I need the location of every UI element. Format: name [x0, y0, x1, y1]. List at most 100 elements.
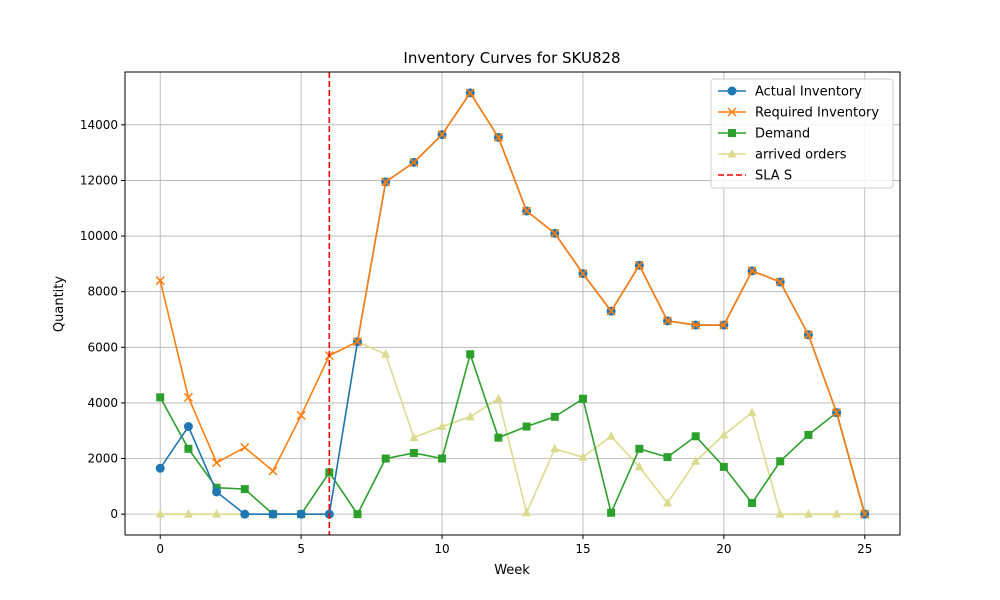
y-tick-label: 0 [110, 507, 118, 521]
data-point-arrived-orders [803, 509, 813, 518]
y-tick-label: 4000 [87, 396, 118, 410]
data-point-required-inventory [747, 266, 757, 276]
data-point-demand [353, 510, 362, 519]
data-point-demand [776, 457, 785, 466]
y-axis-label: Quantity [52, 276, 67, 332]
data-point-actual-inventory [183, 422, 193, 432]
data-point-arrived-orders [522, 507, 532, 517]
data-point-required-inventory [691, 320, 701, 330]
data-point-actual-inventory [155, 463, 165, 473]
y-tick-label: 6000 [87, 340, 118, 354]
data-point-demand [804, 430, 813, 439]
data-point-required-inventory [183, 392, 193, 402]
data-point-arrived-orders [775, 509, 785, 518]
legend-label: arrived orders [755, 148, 847, 163]
legend-box [710, 78, 894, 189]
legend-label: Required Inventory [755, 106, 879, 121]
legend-marker [728, 129, 736, 137]
data-point-demand [381, 454, 390, 463]
data-point-required-inventory [775, 277, 785, 287]
data-point-arrived-orders [747, 407, 757, 417]
data-point-required-inventory [268, 466, 278, 476]
data-point-required-inventory [437, 130, 447, 140]
series-line-arrived-orders [160, 340, 865, 516]
data-point-arrived-orders [832, 509, 842, 518]
data-point-required-inventory [662, 316, 673, 326]
y-tick-label: 8000 [87, 285, 118, 299]
data-point-actual-inventory [296, 509, 306, 519]
data-point-demand [494, 433, 503, 442]
series-demand [156, 350, 869, 519]
data-point-arrived-orders [719, 429, 729, 439]
data-point-arrived-orders [691, 456, 701, 465]
data-point-demand [578, 394, 587, 403]
data-point-demand [409, 448, 418, 457]
data-point-demand [663, 453, 672, 462]
data-point-required-inventory [719, 320, 729, 330]
y-tick-label: 12000 [80, 173, 118, 187]
data-point-actual-inventory [240, 509, 250, 519]
chart-title: Inventory Curves for SKU828 [403, 49, 620, 67]
data-point-arrived-orders [550, 443, 560, 453]
data-point-required-inventory [212, 458, 222, 468]
data-point-demand [550, 412, 559, 421]
data-point-arrived-orders [578, 452, 588, 461]
legend-entry-actual-inventory: Actual Inventory [718, 85, 862, 100]
series-required-inventory [155, 88, 870, 519]
data-point-required-inventory [606, 306, 616, 316]
data-point-arrived-orders [493, 393, 503, 403]
tick-marks: 0 5 10 15 20 25 0 2000 4000 6000 8000 10000 12000 140… [80, 118, 873, 556]
data-point-demand [748, 499, 757, 508]
y-tick-label: 10000 [80, 229, 118, 243]
data-point-required-inventory [578, 269, 588, 279]
data-point-arrived-orders [212, 509, 222, 518]
legend-label: Demand [755, 127, 810, 142]
data-point-arrived-orders [634, 461, 644, 471]
legend-marker [727, 86, 737, 96]
x-tick-label: 20 [716, 542, 731, 556]
data-point-demand [438, 454, 447, 463]
data-point-required-inventory [803, 330, 813, 340]
legend-label: SLA S [755, 169, 792, 184]
data-point-arrived-orders [663, 498, 672, 507]
legend-entry-sla-s: SLA S [718, 169, 792, 184]
x-tick-label: 5 [297, 542, 305, 556]
legend-entry-demand: Demand [718, 127, 810, 142]
x-axis-label: Week [494, 563, 530, 578]
data-point-required-inventory [493, 132, 503, 142]
data-point-required-inventory [409, 157, 419, 167]
data-point-demand [719, 462, 728, 471]
x-tick-label: 25 [857, 542, 872, 556]
legend-entry-required-inventory: Required Inventory [718, 106, 879, 121]
data-point-actual-inventory [212, 487, 222, 497]
data-point-required-inventory [860, 509, 870, 519]
data-point-demand [607, 508, 616, 517]
data-point-arrived-orders [155, 509, 165, 518]
data-point-required-inventory [240, 442, 250, 452]
data-point-required-inventory [465, 88, 475, 98]
data-point-demand [635, 444, 644, 453]
x-tick-label: 0 [156, 542, 164, 556]
data-point-required-inventory [381, 177, 391, 187]
data-point-required-inventory [550, 228, 560, 238]
legend-marker [727, 107, 737, 117]
data-point-required-inventory [634, 260, 644, 270]
data-point-required-inventory [296, 410, 306, 420]
data-point-required-inventory [155, 276, 165, 286]
data-point-arrived-orders [183, 509, 193, 518]
data-point-required-inventory [522, 206, 532, 216]
data-point-arrived-orders [437, 421, 447, 431]
legend-entry-arrived-orders: arrived orders [718, 148, 847, 163]
y-tick-label: 2000 [87, 452, 118, 466]
plot-area [155, 72, 870, 535]
legend-label: Actual Inventory [755, 85, 862, 100]
y-tick-label: 14000 [80, 118, 118, 132]
data-point-arrived-orders [409, 432, 419, 442]
data-point-demand [156, 393, 165, 402]
legend: Actual Inventory Required Inventory Demand… [710, 78, 894, 189]
series-arrived-orders [155, 336, 870, 518]
data-point-demand [184, 444, 193, 453]
data-point-required-inventory [832, 408, 842, 418]
